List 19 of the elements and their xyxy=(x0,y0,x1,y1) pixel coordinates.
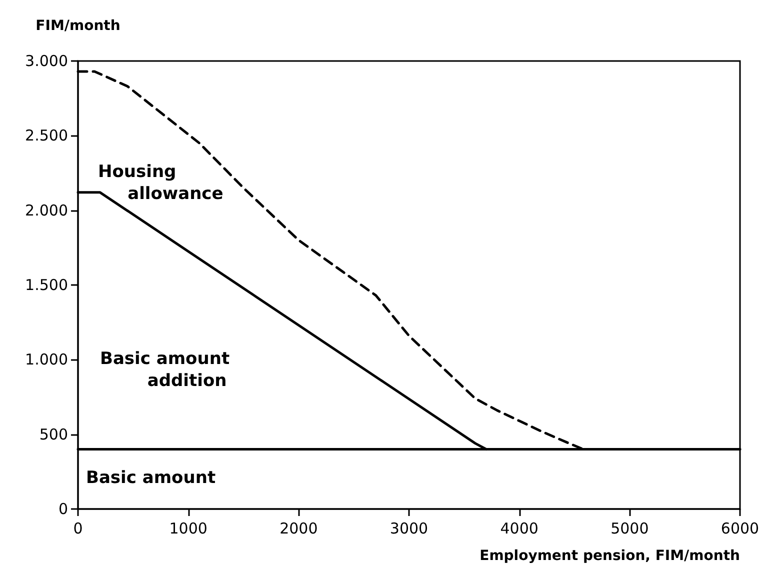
annotation: Basic amount xyxy=(86,468,216,488)
x-tick-label: 1000 xyxy=(169,520,208,538)
x-tick-label: 2000 xyxy=(280,520,318,538)
y-tick-label: 500 xyxy=(39,425,68,444)
y-tick-label: 3.000 xyxy=(25,52,68,70)
x-tick-label: 4000 xyxy=(500,520,538,538)
y-tick-label: 2.000 xyxy=(25,201,68,220)
y-tick-label: 1.500 xyxy=(25,276,68,294)
y-axis-title: FIM/month xyxy=(36,18,120,34)
x-axis-title: Employment pension, FIM/month xyxy=(480,548,740,564)
x-tick-label: 0 xyxy=(73,520,83,538)
y-tick-label: 2.500 xyxy=(25,126,68,145)
x-tick-label: 3000 xyxy=(390,520,428,538)
y-tick-label: 1.000 xyxy=(25,350,68,369)
annotation: Basic amount addition xyxy=(100,349,230,391)
x-tick-label: 6000 xyxy=(720,520,760,538)
y-tick-label: 0 xyxy=(58,500,68,518)
annotation: Housing allowance xyxy=(98,162,224,204)
x-tick-label: 5000 xyxy=(610,520,649,538)
